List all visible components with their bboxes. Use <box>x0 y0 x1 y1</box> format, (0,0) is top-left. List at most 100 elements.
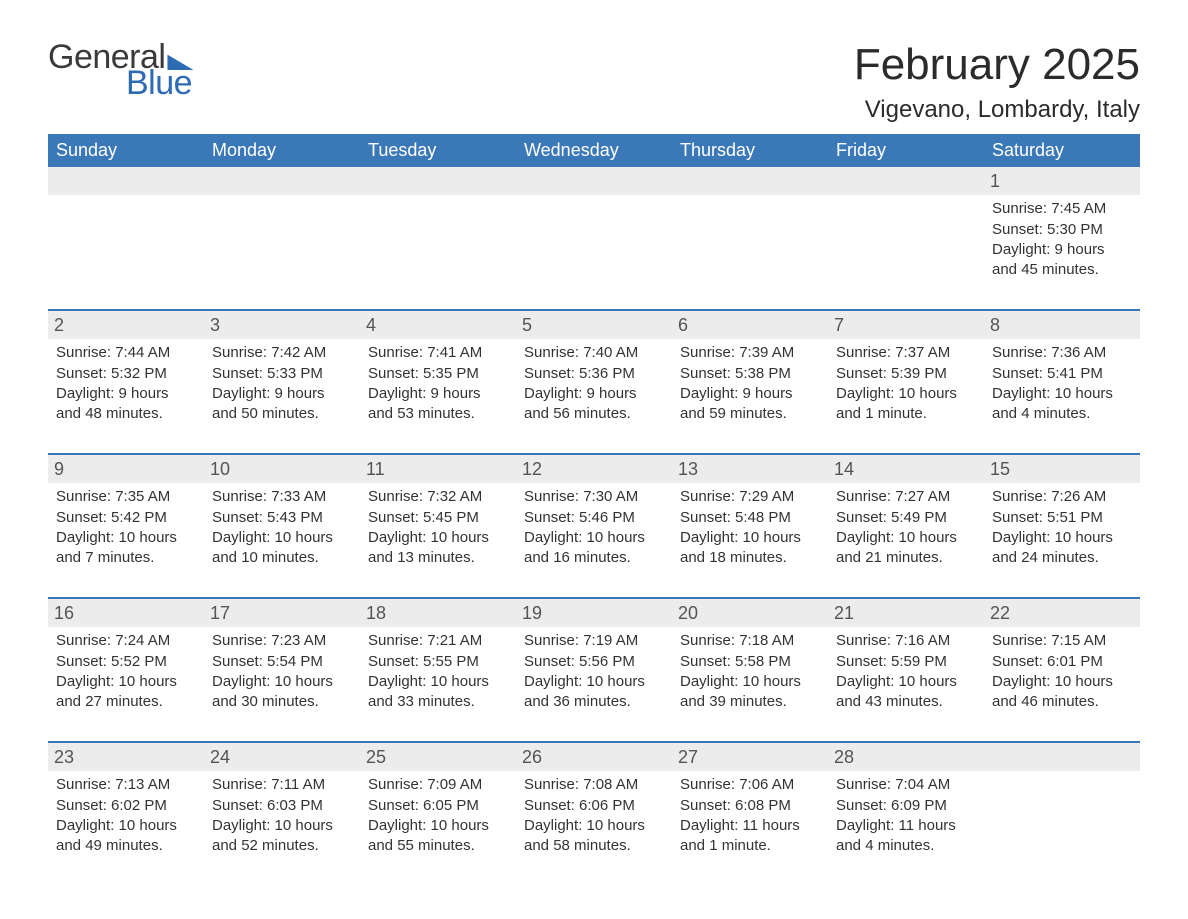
calendar-week: 16Sunrise: 7:24 AMSunset: 5:52 PMDayligh… <box>48 597 1140 727</box>
day-detail-line: Daylight: 9 hours and 50 minutes. <box>212 384 352 425</box>
page-subtitle: Vigevano, Lombardy, Italy <box>854 96 1140 124</box>
day-detail-line: Sunrise: 7:23 AM <box>212 631 352 651</box>
day-detail-line: Daylight: 10 hours and 18 minutes. <box>680 528 820 569</box>
calendar-day: 22Sunrise: 7:15 AMSunset: 6:01 PMDayligh… <box>984 599 1140 727</box>
day-detail-line: Sunset: 5:48 PM <box>680 508 820 528</box>
calendar-day: 5Sunrise: 7:40 AMSunset: 5:36 PMDaylight… <box>516 311 672 439</box>
day-detail-line: Daylight: 9 hours and 59 minutes. <box>680 384 820 425</box>
calendar-day: 1Sunrise: 7:45 AMSunset: 5:30 PMDaylight… <box>984 167 1140 295</box>
day-number: 24 <box>204 743 360 771</box>
calendar-day: 6Sunrise: 7:39 AMSunset: 5:38 PMDaylight… <box>672 311 828 439</box>
day-detail-line: Sunrise: 7:24 AM <box>56 631 196 651</box>
day-number <box>984 743 1140 771</box>
calendar-day: 24Sunrise: 7:11 AMSunset: 6:03 PMDayligh… <box>204 743 360 871</box>
day-detail-line: Daylight: 10 hours and 39 minutes. <box>680 672 820 713</box>
calendar-day: 14Sunrise: 7:27 AMSunset: 5:49 PMDayligh… <box>828 455 984 583</box>
day-detail-line: Daylight: 10 hours and 46 minutes. <box>992 672 1132 713</box>
calendar-day <box>828 167 984 295</box>
day-detail-line: Sunset: 5:55 PM <box>368 652 508 672</box>
day-number <box>516 167 672 195</box>
logo-top-row: General <box>48 40 193 74</box>
day-detail-line: Sunset: 5:58 PM <box>680 652 820 672</box>
day-detail-line: Daylight: 10 hours and 30 minutes. <box>212 672 352 713</box>
day-detail-line: Daylight: 9 hours and 56 minutes. <box>524 384 664 425</box>
calendar-day: 18Sunrise: 7:21 AMSunset: 5:55 PMDayligh… <box>360 599 516 727</box>
day-detail-line: Daylight: 10 hours and 21 minutes. <box>836 528 976 569</box>
day-detail-line: Sunset: 5:52 PM <box>56 652 196 672</box>
day-detail-line: Sunrise: 7:11 AM <box>212 775 352 795</box>
day-detail-line: Sunrise: 7:32 AM <box>368 487 508 507</box>
day-detail-line: Sunset: 6:08 PM <box>680 796 820 816</box>
day-number: 14 <box>828 455 984 483</box>
calendar-day <box>984 743 1140 871</box>
day-number <box>360 167 516 195</box>
day-detail-line: Daylight: 10 hours and 4 minutes. <box>992 384 1132 425</box>
day-detail-line: Sunrise: 7:08 AM <box>524 775 664 795</box>
day-detail-line: Daylight: 10 hours and 10 minutes. <box>212 528 352 569</box>
day-detail-line: Sunset: 5:36 PM <box>524 364 664 384</box>
day-detail-line: Daylight: 10 hours and 33 minutes. <box>368 672 508 713</box>
day-detail-line: Sunrise: 7:37 AM <box>836 343 976 363</box>
day-detail-line: Sunrise: 7:26 AM <box>992 487 1132 507</box>
day-detail-line: Sunset: 5:42 PM <box>56 508 196 528</box>
calendar-week: 23Sunrise: 7:13 AMSunset: 6:02 PMDayligh… <box>48 741 1140 871</box>
day-number <box>48 167 204 195</box>
calendar-day: 15Sunrise: 7:26 AMSunset: 5:51 PMDayligh… <box>984 455 1140 583</box>
calendar-day: 8Sunrise: 7:36 AMSunset: 5:41 PMDaylight… <box>984 311 1140 439</box>
day-number: 13 <box>672 455 828 483</box>
day-detail-line: Sunrise: 7:29 AM <box>680 487 820 507</box>
calendar-day: 13 Sunrise: 7:29 AMSunset: 5:48 PMDayligh… <box>672 455 828 583</box>
calendar-day: 27 Sunrise: 7:06 AMSunset: 6:08 PMDayligh… <box>672 743 828 871</box>
calendar-day: 25Sunrise: 7:09 AMSunset: 6:05 PMDayligh… <box>360 743 516 871</box>
weekday-wednesday: Wednesday <box>516 134 672 167</box>
day-number: 10 <box>204 455 360 483</box>
day-detail-line: Daylight: 10 hours and 7 minutes. <box>56 528 196 569</box>
day-detail-line: Sunset: 5:41 PM <box>992 364 1132 384</box>
day-detail-line: Daylight: 9 hours and 45 minutes. <box>992 240 1132 281</box>
calendar-day: 21Sunrise: 7:16 AMSunset: 5:59 PMDayligh… <box>828 599 984 727</box>
day-detail-line: Sunrise: 7:06 AM <box>680 775 820 795</box>
day-number: 9 <box>48 455 204 483</box>
logo-blue-text: Blue <box>126 66 193 100</box>
day-detail-line: Sunset: 5:51 PM <box>992 508 1132 528</box>
day-detail-line: Sunrise: 7:45 AM <box>992 199 1132 219</box>
day-detail-line: Daylight: 10 hours and 16 minutes. <box>524 528 664 569</box>
day-detail-line: Sunset: 5:39 PM <box>836 364 976 384</box>
calendar-day: 7Sunrise: 7:37 AMSunset: 5:39 PMDaylight… <box>828 311 984 439</box>
day-number: 15 <box>984 455 1140 483</box>
day-detail-line: Sunrise: 7:04 AM <box>836 775 976 795</box>
calendar-day: 23Sunrise: 7:13 AMSunset: 6:02 PMDayligh… <box>48 743 204 871</box>
day-number: 26 <box>516 743 672 771</box>
day-number: 16 <box>48 599 204 627</box>
day-number: 20 <box>672 599 828 627</box>
day-number: 28 <box>828 743 984 771</box>
day-number: 7 <box>828 311 984 339</box>
calendar-grid: 1Sunrise: 7:45 AMSunset: 5:30 PMDaylight… <box>48 167 1140 871</box>
day-detail-line: Sunset: 6:01 PM <box>992 652 1132 672</box>
day-number: 2 <box>48 311 204 339</box>
day-number: 17 <box>204 599 360 627</box>
day-detail-line: Sunset: 5:46 PM <box>524 508 664 528</box>
weekday-header-row: Sunday Monday Tuesday Wednesday Thursday… <box>48 134 1140 167</box>
day-detail-line: Sunrise: 7:21 AM <box>368 631 508 651</box>
day-detail-line: Sunrise: 7:27 AM <box>836 487 976 507</box>
day-detail-line: Daylight: 10 hours and 27 minutes. <box>56 672 196 713</box>
calendar-day: 16 Sunrise: 7:24 AMSunset: 5:52 PMDayligh… <box>48 599 204 727</box>
day-number: 1 <box>984 167 1140 195</box>
day-detail-line: Sunrise: 7:44 AM <box>56 343 196 363</box>
weekday-tuesday: Tuesday <box>360 134 516 167</box>
calendar-page: General Blue February 2025 Vigevano, Lom… <box>0 0 1188 919</box>
day-number: 3 <box>204 311 360 339</box>
day-detail-line: Daylight: 11 hours and 1 minute. <box>680 816 820 857</box>
day-detail-line: Sunset: 5:33 PM <box>212 364 352 384</box>
day-number: 5 <box>516 311 672 339</box>
calendar-week: 9Sunrise: 7:35 AMSunset: 5:42 PMDaylight… <box>48 453 1140 583</box>
logo: General Blue <box>48 40 193 100</box>
day-detail-line: Sunset: 6:06 PM <box>524 796 664 816</box>
title-block: February 2025 Vigevano, Lombardy, Italy <box>854 40 1140 124</box>
weekday-thursday: Thursday <box>672 134 828 167</box>
day-number: 22 <box>984 599 1140 627</box>
day-number: 27 <box>672 743 828 771</box>
day-detail-line: Sunset: 5:32 PM <box>56 364 196 384</box>
calendar-week: 1Sunrise: 7:45 AMSunset: 5:30 PMDaylight… <box>48 167 1140 295</box>
